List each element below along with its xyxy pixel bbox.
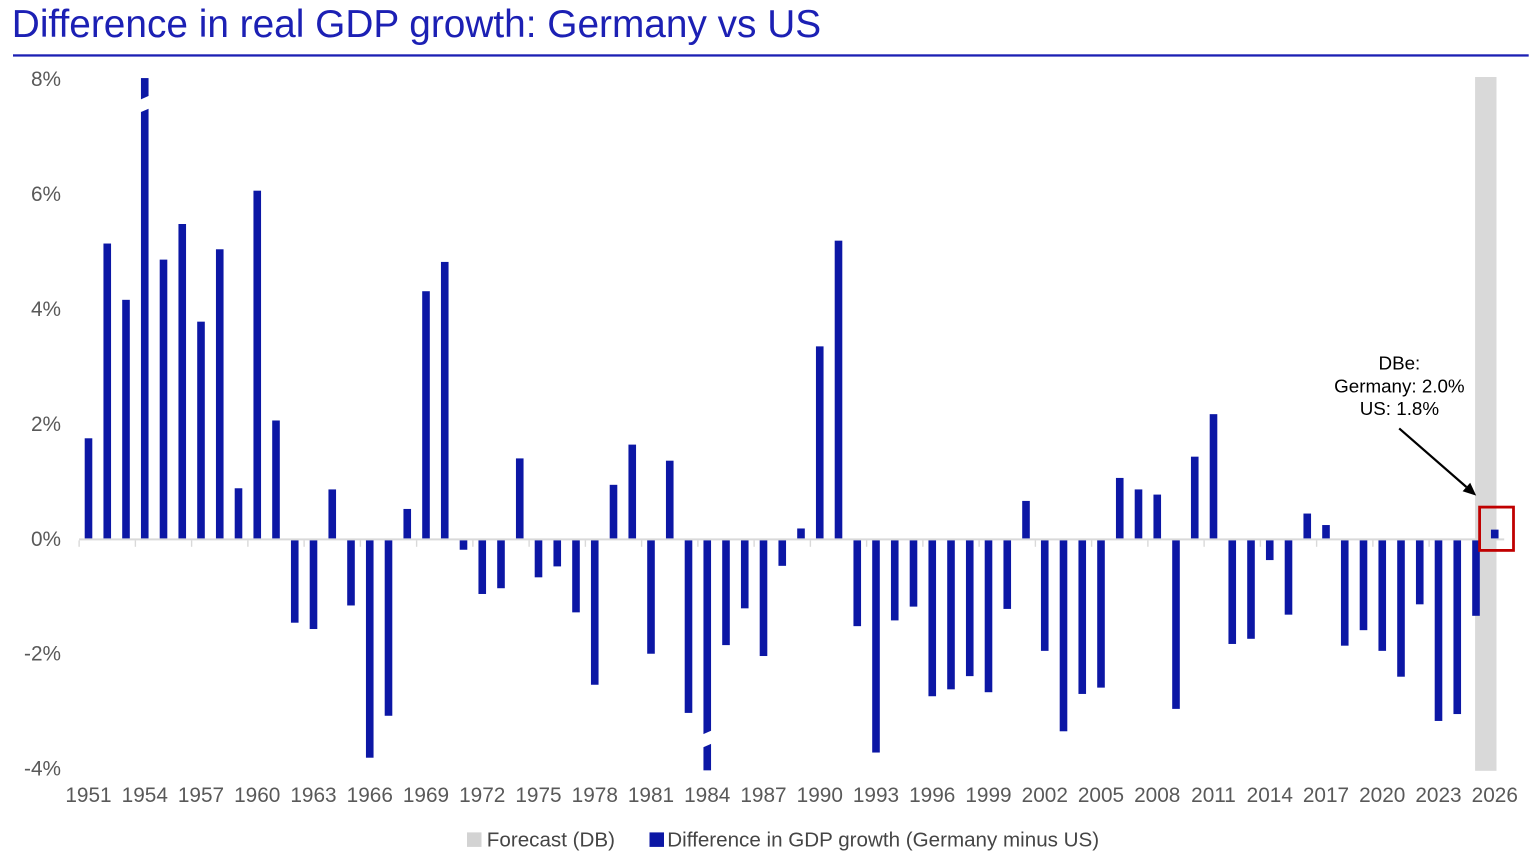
svg-text:1978: 1978 (572, 784, 618, 807)
svg-text:2023: 2023 (1415, 784, 1461, 807)
svg-text:2020: 2020 (1359, 784, 1405, 807)
svg-text:1981: 1981 (628, 784, 674, 807)
svg-text:1975: 1975 (515, 784, 561, 807)
svg-text:1984: 1984 (684, 784, 730, 807)
svg-text:-4%: -4% (24, 758, 61, 781)
svg-text:2002: 2002 (1022, 784, 1068, 807)
svg-text:2011: 2011 (1191, 784, 1236, 807)
svg-text:1963: 1963 (290, 784, 336, 807)
svg-text:Forecast (DB): Forecast (DB) (487, 829, 615, 852)
svg-text:1987: 1987 (740, 784, 786, 807)
svg-text:2008: 2008 (1134, 784, 1180, 807)
svg-text:1966: 1966 (347, 784, 393, 807)
svg-text:2005: 2005 (1078, 784, 1124, 807)
svg-text:6%: 6% (31, 183, 61, 206)
svg-text:2014: 2014 (1247, 784, 1293, 807)
svg-text:1996: 1996 (909, 784, 955, 807)
svg-text:1960: 1960 (234, 784, 280, 807)
svg-text:1954: 1954 (122, 784, 168, 807)
svg-text:Germany: 2.0%: Germany: 2.0% (1334, 375, 1465, 396)
svg-text:8%: 8% (31, 68, 61, 91)
svg-text:2026: 2026 (1472, 784, 1518, 807)
svg-text:-2%: -2% (24, 643, 61, 666)
svg-text:1969: 1969 (403, 784, 449, 807)
svg-text:1957: 1957 (178, 784, 224, 807)
svg-text:1993: 1993 (853, 784, 899, 807)
svg-text:2017: 2017 (1303, 784, 1349, 807)
svg-text:US: 1.8%: US: 1.8% (1360, 398, 1440, 419)
svg-text:1990: 1990 (797, 784, 843, 807)
svg-text:Difference in real GDP growth:: Difference in real GDP growth: Germany v… (12, 3, 821, 46)
svg-text:4%: 4% (31, 298, 61, 321)
svg-text:2%: 2% (31, 413, 61, 436)
svg-text:1999: 1999 (965, 784, 1011, 807)
svg-text:0%: 0% (31, 528, 61, 551)
svg-text:1951: 1951 (65, 784, 111, 807)
svg-text:1972: 1972 (459, 784, 505, 807)
svg-text:Difference in GDP growth (Germ: Difference in GDP growth (Germany minus … (667, 829, 1099, 852)
svg-text:DBe:: DBe: (1379, 352, 1421, 373)
